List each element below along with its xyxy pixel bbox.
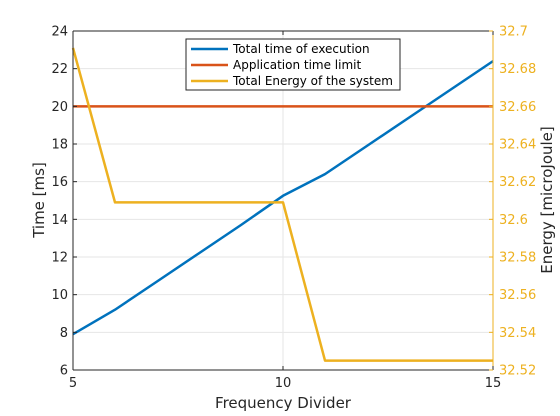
axes <box>72 30 494 371</box>
series-line-1 <box>72 60 494 336</box>
legend-label-1: Total time of execution <box>232 42 370 56</box>
left-y-tick-label: 14 <box>51 213 68 228</box>
tick-labels: 5 10 15 6 8 10 12 14 16 18 20 22 24 32.52 32.54 32.56 32… <box>51 25 536 392</box>
left-y-tick-label: 24 <box>51 25 68 40</box>
x-tick-label: 5 <box>69 376 77 391</box>
legend-label-3: Total Energy of the system <box>232 74 393 88</box>
left-y-tick-label: 12 <box>51 251 68 266</box>
right-y-tick-label: 32.52 <box>499 364 536 379</box>
right-y-axis-title: Energy [microJoule] <box>538 126 556 274</box>
left-y-tick-label: 22 <box>51 62 68 77</box>
right-y-tick-label: 32.54 <box>499 326 536 341</box>
left-y-tick-label: 16 <box>51 175 68 190</box>
left-y-tick-label: 6 <box>60 364 68 379</box>
legend-label-2: Application time limit <box>233 58 361 72</box>
right-y-tick-label: 32.64 <box>499 138 536 153</box>
legend: Total time of execution Application time … <box>185 38 401 91</box>
right-y-tick-label: 32.56 <box>499 288 536 303</box>
series-lines <box>71 47 494 362</box>
left-y-tick-label: 18 <box>51 138 68 153</box>
right-y-tick-label: 32.62 <box>499 175 536 190</box>
right-y-tick-label: 32.68 <box>499 62 536 77</box>
left-y-tick-label: 20 <box>51 100 68 115</box>
x-tick-label: 10 <box>275 376 292 391</box>
left-y-axis-title: Time [ms] <box>30 162 48 239</box>
right-y-tick-label: 32.66 <box>499 100 536 115</box>
right-y-tick-label: 32.58 <box>499 251 536 266</box>
x-tick-label: 15 <box>485 376 502 391</box>
left-y-tick-label: 8 <box>60 326 68 341</box>
right-y-tick-label: 32.6 <box>499 213 528 228</box>
series-line-3 <box>71 47 493 362</box>
right-y-tick-label: 32.7 <box>499 25 528 40</box>
x-axis-title: Frequency Divider <box>215 394 352 412</box>
left-y-tick-label: 10 <box>51 288 68 303</box>
